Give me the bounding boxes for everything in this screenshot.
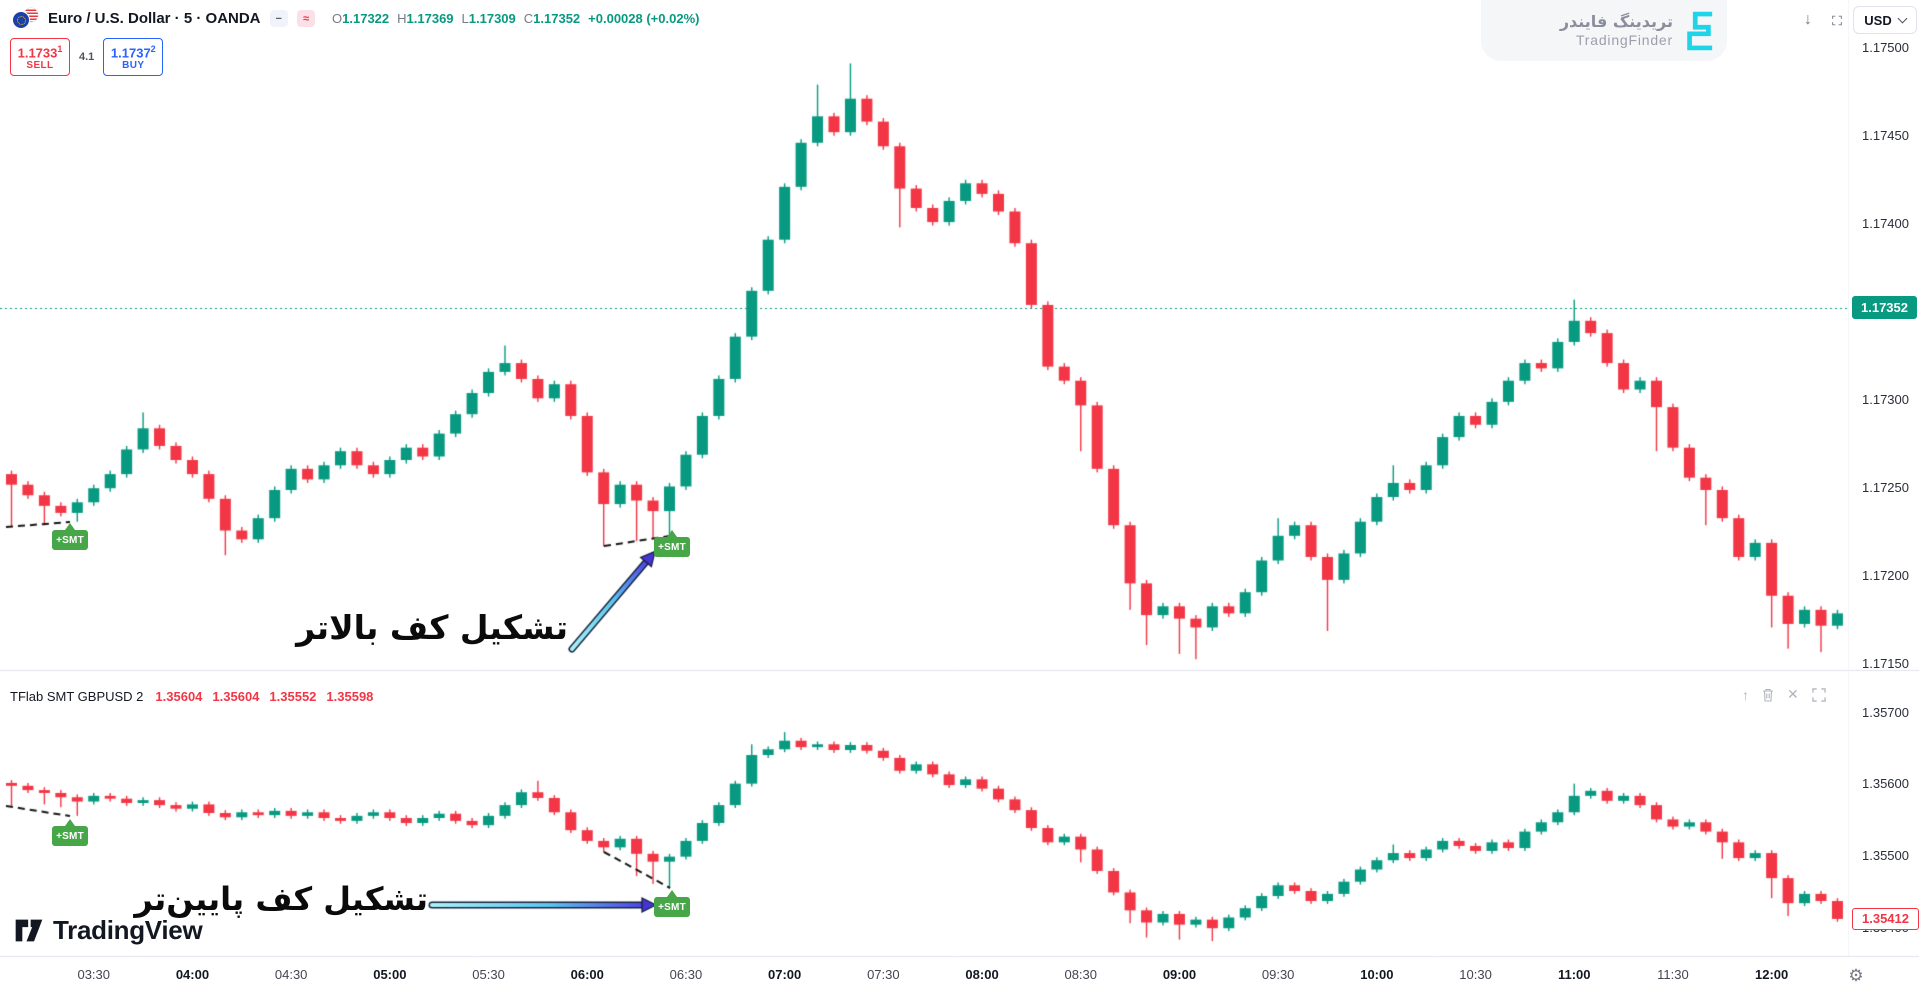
indicator-value-open: 1.35604	[155, 689, 203, 704]
chevron-down-icon	[1897, 13, 1908, 24]
smt-signal-badge: +SMT	[52, 523, 88, 550]
price-tick-label: 1.35500	[1862, 847, 1909, 863]
smt-signal-label: +SMT	[56, 830, 84, 842]
close-label: C	[523, 11, 534, 26]
price-tick-label: 1.17450	[1862, 127, 1909, 143]
tradingfinder-logo-icon	[1687, 11, 1713, 50]
time-label: 08:00	[965, 967, 999, 982]
time-label: 07:00	[768, 967, 802, 982]
price-tick-label: 1.35600	[1862, 776, 1909, 792]
time-label: 04:30	[274, 967, 308, 982]
tradingview-glyph-icon	[15, 919, 43, 942]
currency-selector[interactable]: USD	[1853, 6, 1917, 34]
time-axis-settings-gear-icon[interactable]: ⚙	[1843, 963, 1869, 989]
price-tick-label: 1.35700	[1862, 704, 1909, 720]
price-tick-label: 1.17500	[1862, 39, 1909, 55]
smt-signal-label: +SMT	[658, 541, 686, 553]
indicator-header: TFlab SMT GBPUSD 2 1.35604 1.35604 1.355…	[10, 689, 373, 704]
indicator-value-high: 1.35604	[212, 689, 260, 704]
time-label: 04:00	[175, 967, 210, 982]
indicator-value-close: 1.35598	[326, 689, 374, 704]
buy-button[interactable]: 1.17372 BUY	[103, 38, 164, 76]
change-value: +0.00028 (+0.02%)	[588, 11, 700, 26]
time-label: 06:30	[669, 967, 703, 982]
smt-signal-badge: +SMT	[52, 819, 88, 846]
high-label: H	[397, 11, 407, 26]
time-label: 10:00	[1360, 967, 1394, 982]
time-label: 10:30	[1459, 967, 1492, 982]
indicator-value-low: 1.35552	[269, 689, 317, 704]
time-label: 11:30	[1657, 967, 1689, 982]
price-tick-label: 1.17300	[1862, 392, 1909, 408]
price-tick-label: 1.17200	[1862, 568, 1909, 584]
smt-signal-label: +SMT	[56, 534, 84, 546]
low-label: L	[461, 11, 469, 26]
time-label: 06:00	[570, 967, 604, 982]
approx-chip[interactable]: ≈	[296, 10, 316, 27]
tradingfinder-names: تریدینگ فایندر TradingFinder	[1559, 12, 1673, 48]
fullscreen-icon[interactable]	[1826, 10, 1848, 30]
trade-panel: 1.17331 SELL 4.1 1.17372 BUY	[10, 38, 164, 76]
currency-value: USD	[1864, 12, 1892, 28]
price-tick-label: 1.17250	[1862, 480, 1909, 496]
tradingfinder-name-fa: تریدینگ فایندر	[1559, 12, 1673, 32]
sell-button[interactable]: 1.17331 SELL	[10, 38, 70, 76]
time-label: 11:00	[1557, 967, 1591, 982]
download-icon[interactable]: ↓	[1796, 8, 1820, 32]
smt-signal-label: +SMT	[658, 901, 686, 913]
indicator-title[interactable]: TFlab SMT GBPUSD 2	[10, 689, 144, 704]
time-label: 08:30	[1064, 967, 1098, 982]
tradingfinder-name-en: TradingFinder	[1575, 31, 1673, 48]
time-label: 09:00	[1162, 967, 1197, 982]
symbol-header: Euro / U.S. Dollar · 5 · OANDA − ≈ O1.17…	[12, 8, 699, 29]
time-label: 03:30	[77, 967, 111, 982]
eurusd-pair-flags-icon	[12, 8, 39, 29]
price-tick-label: 1.17150	[1862, 656, 1909, 672]
tradingview-wordmark: TradingView	[53, 915, 203, 945]
high-value: 1.17369	[406, 11, 454, 26]
time-label: 07:30	[867, 967, 900, 982]
price-tick-label: 1.17400	[1862, 215, 1909, 231]
pane-close-icon[interactable]: ✕	[1787, 686, 1799, 702]
eu-flag-icon	[12, 11, 30, 29]
pane-maximize-icon[interactable]	[1812, 687, 1826, 702]
close-value: 1.17352	[533, 11, 581, 26]
ohlc-readout: O1.17322 H1.17369 L1.17309 C1.17352 +0.0…	[332, 11, 699, 26]
last-value-badge-gbpusd: 1.35412	[1852, 907, 1919, 930]
pane-move-up-icon[interactable]: ↑	[1742, 686, 1749, 703]
tradingfinder-watermark: تریدینگ فایندر TradingFinder	[1481, 0, 1727, 61]
spread-value: 4.1	[79, 51, 95, 63]
sell-label: SELL	[26, 60, 54, 72]
buy-label: BUY	[122, 60, 145, 72]
last-price-badge-eurusd: 1.17352	[1852, 296, 1917, 320]
smt-signal-badge: +SMT	[654, 890, 690, 917]
higher-low-annotation: تشکیل کف بالاتر	[296, 608, 568, 647]
time-label: 05:30	[472, 967, 505, 982]
buy-price: 1.17372	[110, 43, 156, 61]
time-label: 12:00	[1755, 967, 1789, 982]
pane-controls: ↑ ✕	[1742, 686, 1826, 703]
open-label: O	[332, 11, 343, 26]
time-label: 05:00	[373, 967, 407, 982]
collapse-chip[interactable]: −	[269, 10, 288, 27]
sell-price: 1.17331	[17, 43, 63, 61]
symbol-title[interactable]: Euro / U.S. Dollar · 5 · OANDA	[48, 10, 261, 27]
open-value: 1.17322	[342, 11, 390, 26]
tradingview-logo[interactable]: TradingView	[14, 915, 203, 946]
pane-delete-icon[interactable]	[1762, 688, 1774, 702]
lower-low-annotation: تشکیل کف پایین‌تر	[134, 880, 428, 918]
indicator-values: 1.35604 1.35604 1.35552 1.35598	[155, 689, 373, 704]
time-label: 09:30	[1261, 967, 1295, 982]
low-value: 1.17309	[468, 11, 516, 26]
smt-signal-badge: +SMT	[654, 530, 690, 557]
